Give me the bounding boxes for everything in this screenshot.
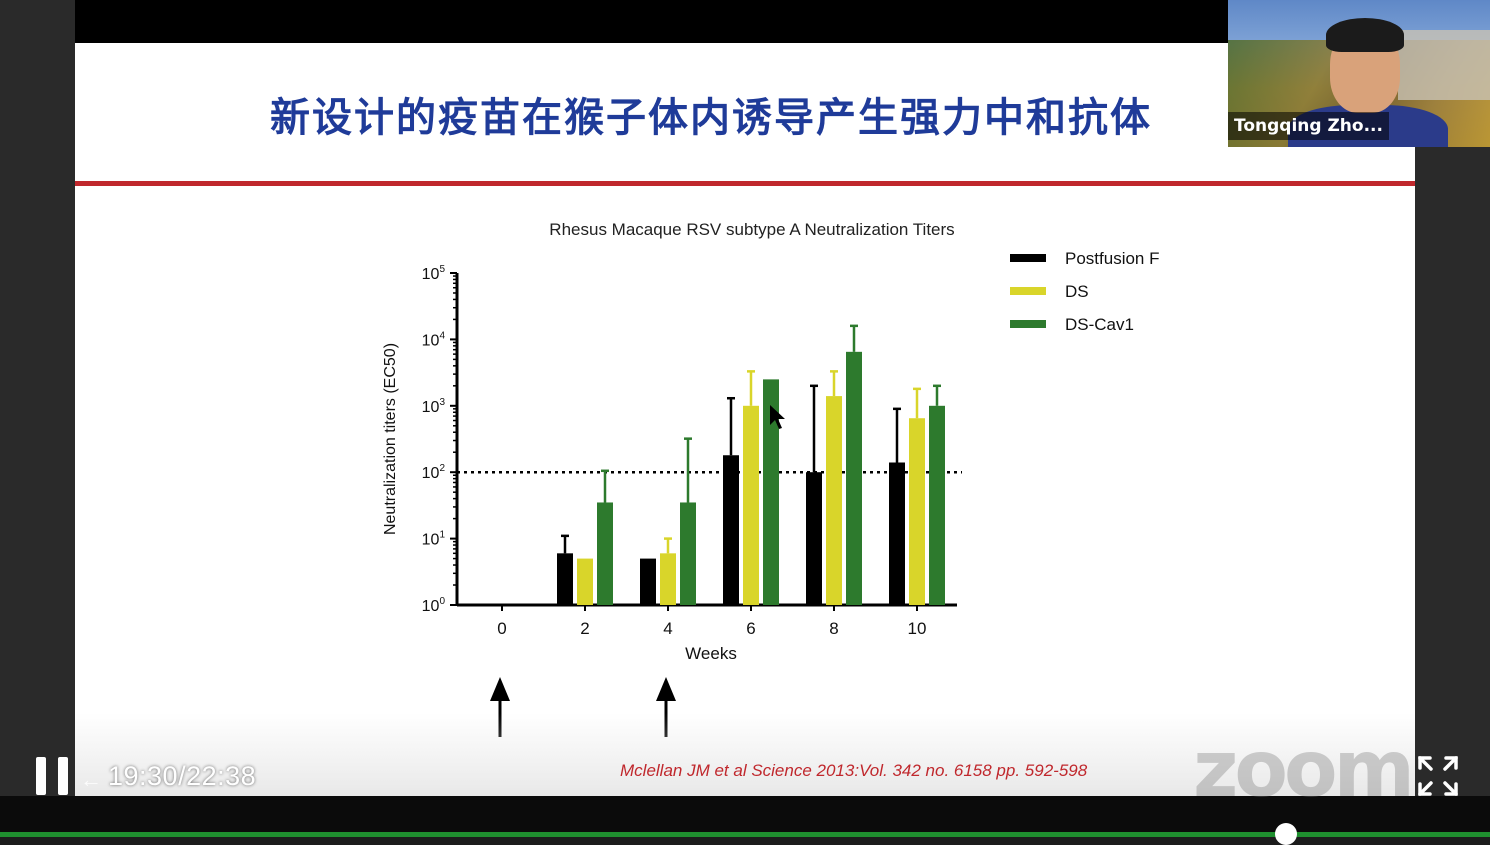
pause-icon-left-bar [36,757,46,795]
zoom-watermark: zoom [1193,725,1415,815]
slide-bottom-fade [75,713,1415,796]
x-tick-label: 8 [829,619,838,638]
mouse-cursor-icon [770,405,785,429]
bar-ds-cav1 [597,502,613,605]
player-left-margin [0,0,75,837]
pause-icon-right-bar [58,757,68,795]
y-tick-label: 100 [422,596,446,615]
bar-ds-cav1 [763,379,779,605]
slide-citation: Mclellan JM et al Science 2013:Vol. 342 … [620,761,1088,780]
player-controls: ← 19:30/22:38 zoom [0,725,1490,815]
legend-swatch [1010,320,1046,328]
x-tick-label: 4 [663,619,672,638]
pause-button[interactable] [34,757,72,797]
bar-ds [909,418,925,605]
letterbox-bottom [0,796,1490,837]
speaker-hair [1326,18,1404,52]
neutralization-titer-chart: Rhesus Macaque RSV subtype A Neutralizat… [382,220,1160,737]
legend-label: Postfusion F [1065,249,1160,268]
bar-ds [826,396,842,605]
x-axis-label: Weeks [685,644,737,663]
immunization-arrow-head [656,677,676,701]
playback-timecode: 19:30/22:38 [108,761,257,791]
x-tick-label: 0 [497,619,506,638]
y-axis-label: Neutralization titers (EC50) [382,343,399,535]
letterbox-top [75,0,1415,43]
webcam-building [1398,30,1490,100]
chart-title: Rhesus Macaque RSV subtype A Neutralizat… [549,220,954,239]
legend-label: DS [1065,282,1089,301]
legend-swatch [1010,254,1046,262]
fullscreen-icon[interactable] [1417,755,1459,797]
playback-progress-handle[interactable] [1274,823,1297,845]
y-tick-label: 104 [422,330,446,349]
rewind-arrow-icon[interactable]: ← [80,767,102,792]
bar-postfusion-f [557,553,573,605]
presentation-slide: 新设计的疫苗在猴子体内诱导产生强力中和抗体 Rhesus Macaque RSV… [75,43,1415,796]
bar-ds-cav1 [929,405,945,605]
bar-ds [743,405,759,605]
slide-title-rule [75,181,1415,186]
immunization-arrow-head [490,677,510,701]
bar-ds-cav1 [680,502,696,605]
legend-swatch [1010,287,1046,295]
y-tick-label: 101 [422,530,446,549]
bar-postfusion-f [723,455,739,605]
slide-title: 新设计的疫苗在猴子体内诱导产生强力中和抗体 [270,95,1152,141]
playback-progress-bar[interactable] [0,832,1490,837]
bar-ds [660,553,676,605]
bar-ds [577,558,593,605]
x-tick-label: 10 [908,619,927,638]
speaker-name-label: Tongqing Zho... [1228,112,1389,140]
bar-postfusion-f [640,558,656,605]
bar-postfusion-f [889,462,905,605]
legend-label: DS-Cav1 [1065,315,1134,334]
bar-ds-cav1 [846,351,862,605]
speaker-webcam-thumbnail[interactable]: Tongqing Zho... [1228,0,1490,147]
bar-postfusion-f [806,472,822,605]
x-tick-label: 6 [746,619,755,638]
x-tick-label: 2 [580,619,589,638]
y-tick-label: 105 [422,264,446,283]
y-tick-label: 103 [422,397,446,416]
y-tick-label: 102 [422,463,446,482]
